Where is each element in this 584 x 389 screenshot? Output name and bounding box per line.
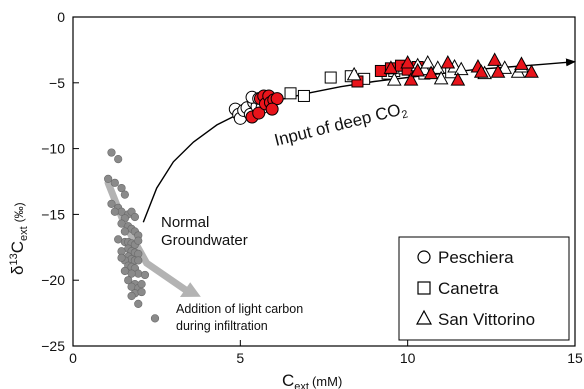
annotation-normal-line2: Groundwater	[161, 232, 248, 249]
san-vittorino-point	[420, 55, 436, 69]
legend-label-peschiera: Peschiera	[438, 248, 514, 267]
san-vittorino-point	[497, 60, 513, 74]
x-tick-label: 15	[567, 350, 583, 366]
groundwater-point	[134, 256, 143, 265]
groundwater-point	[134, 236, 143, 245]
y-tick-label: −15	[41, 206, 65, 222]
san-vittorino-point	[450, 72, 466, 86]
y-tick-label: −10	[41, 141, 65, 157]
peschiera-point	[252, 106, 266, 120]
san-vittorino-point	[400, 55, 416, 69]
groundwater-point	[117, 183, 126, 193]
san-vittorino-point	[423, 65, 439, 80]
canetra-point	[374, 64, 387, 77]
x-tick-label: 0	[69, 350, 77, 366]
groundwater-point	[137, 287, 146, 297]
annotation-normal-line1: Normal	[161, 214, 209, 231]
san-vittorino-point	[403, 72, 419, 86]
groundwater-point	[127, 291, 136, 301]
plot-frame	[72, 16, 576, 347]
groundwater-point	[130, 212, 140, 222]
san-vittorino-point	[490, 64, 506, 78]
y-tick-label: −20	[41, 272, 65, 288]
legend-circle-marker	[417, 250, 431, 264]
y-tick-label: −25	[41, 338, 65, 354]
peschiera-point	[265, 102, 279, 116]
groundwater-point	[150, 314, 160, 323]
peschiera-point	[270, 92, 284, 106]
canetra-point	[297, 89, 310, 102]
x-axis-title: Cext (mM)	[282, 371, 342, 389]
annotation-light-line1: Addition of light carbon	[176, 302, 303, 316]
annotation-light-line2: during infiltration	[176, 319, 268, 333]
y-tick-label: −5	[49, 75, 65, 91]
canetra-point	[324, 71, 337, 84]
groundwater-point	[114, 155, 123, 164]
y-axis-title: δ13Cext(‰)	[8, 202, 30, 275]
san-vittorino-point	[410, 62, 426, 77]
groundwater-point	[110, 207, 119, 216]
san-vittorino-point	[453, 61, 469, 76]
groundwater-point	[124, 276, 133, 285]
groundwater-point	[140, 270, 150, 280]
groundwater-point	[107, 199, 116, 208]
san-vittorino-point	[524, 64, 539, 78]
legend-square-marker	[417, 281, 431, 295]
y-tick-label: 0	[57, 9, 65, 25]
groundwater-point	[117, 253, 126, 262]
legend-label-san-vittorino: San Vittorino	[438, 310, 535, 329]
x-tick-label: 5	[236, 350, 244, 366]
san-vittorino-point	[383, 60, 399, 74]
san-vittorino-point	[346, 66, 362, 81]
infiltration-arrow-head	[180, 282, 201, 297]
san-vittorino-point	[487, 52, 503, 66]
san-vittorino-point	[473, 64, 489, 78]
san-vittorino-point	[386, 72, 402, 86]
san-vittorino-point	[430, 60, 446, 74]
san-vittorino-point	[433, 70, 449, 85]
san-vittorino-point	[514, 56, 529, 70]
groundwater-point	[120, 190, 129, 199]
legend: Peschiera Canetra San Vittorino	[398, 236, 570, 341]
deep-co2-trend-arrow	[142, 58, 576, 223]
san-vittorino-point	[440, 55, 456, 69]
data-points	[104, 52, 539, 323]
canetra-point	[284, 87, 297, 100]
groundwater-point	[104, 174, 113, 183]
axis-ticks: 0 5 10 15 0 −5 −10 −15 −20 −25	[41, 9, 583, 366]
x-tick-label: 10	[400, 350, 416, 366]
groundwater-point	[107, 148, 116, 157]
groundwater-point	[120, 227, 129, 236]
groundwater-point	[120, 266, 129, 276]
legend-triangle-marker	[415, 309, 433, 325]
groundwater-point	[110, 178, 119, 187]
groundwater-point	[134, 299, 143, 308]
groundwater-point	[137, 280, 146, 289]
annotation-deep-co2: Input of deep CO2	[272, 99, 409, 153]
legend-label-canetra: Canetra	[438, 279, 499, 298]
